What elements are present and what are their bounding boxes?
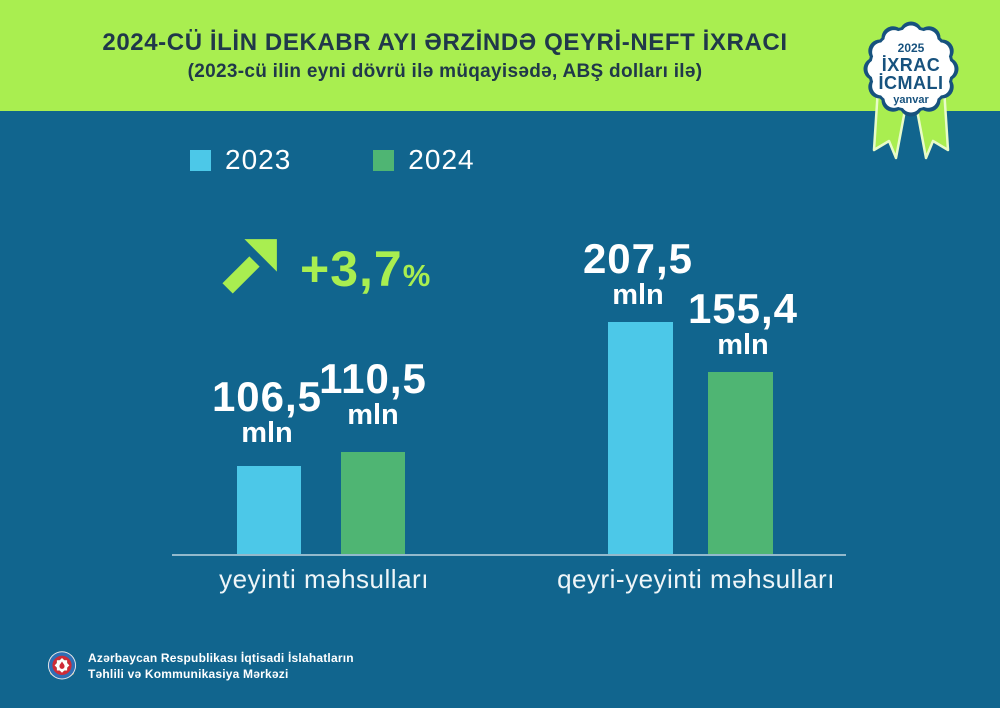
footer-brand: Azərbaycan Respublikası İqtisadi İslahat…	[46, 650, 354, 682]
value-label-nonfood-2024: 155,4 mln	[663, 288, 823, 362]
value-unit: mln	[241, 417, 293, 449]
bar-nonfood-2024	[708, 372, 773, 554]
value-unit: mln	[717, 329, 769, 361]
legend-swatch-2024	[373, 149, 395, 171]
bar-food-2024	[341, 452, 405, 554]
value-unit: mln	[347, 399, 399, 431]
badge-year: 2025	[898, 41, 925, 55]
page-subtitle: (2023-cü ilin eyni dövrü ilə müqayisədə,…	[187, 61, 703, 82]
bar-food-2023	[237, 466, 301, 554]
legend-item-2024: 2024	[373, 144, 474, 176]
header-band: 2024-CÜ İLİN DEKABR AYI ƏRZİNDƏ QEYRİ-NE…	[0, 0, 1000, 111]
value-label-nonfood-2023: 207,5 mln	[558, 238, 718, 312]
export-review-badge: 2025 İXRAC İCMALI yanvar	[848, 2, 974, 162]
growth-percent-sign: %	[402, 258, 431, 293]
category-label-nonfood: qeyri-yeyinti məhsulları	[557, 564, 835, 594]
footer-org-line2: Təhlili və Kommunikasiya Mərkəzi	[88, 667, 289, 682]
value-unit: mln	[612, 279, 664, 311]
footer-org-line1: Azərbaycan Respublikası İqtisadi İslahat…	[88, 651, 354, 665]
growth-text: +3,7%	[300, 244, 430, 294]
up-right-arrow-icon	[222, 239, 277, 294]
value-number: 106,5	[211, 373, 323, 420]
growth-annotation: +3,7%	[222, 238, 430, 294]
value-number: 207,5	[582, 235, 694, 282]
azerbaijan-emblem-icon	[47, 651, 77, 680]
legend-swatch-2023	[190, 149, 211, 171]
footer-org-name: Azərbaycan Respublikası İqtisadi İslahat…	[88, 650, 354, 682]
legend: 2023 2024	[190, 144, 475, 176]
value-label-food-2024: 110,5 mln	[293, 358, 453, 432]
growth-value: +3,7	[300, 241, 403, 297]
badge-rosette-icon: 2025 İXRAC İCMALI yanvar	[863, 21, 959, 160]
badge-title-line1: İXRAC	[882, 55, 941, 75]
page-title: 2024-CÜ İLİN DEKABR AYI ƏRZİNDƏ QEYRİ-NE…	[102, 29, 788, 56]
legend-label-2023: 2023	[225, 144, 292, 175]
badge-title-line2: İCMALI	[879, 73, 944, 93]
value-number: 155,4	[687, 285, 799, 332]
badge-month: yanvar	[893, 94, 929, 106]
legend-label-2024: 2024	[408, 144, 475, 175]
bar-nonfood-2023	[608, 322, 673, 554]
legend-item-2023: 2023	[190, 144, 291, 176]
x-axis-baseline	[172, 554, 846, 556]
value-number: 110,5	[319, 355, 427, 402]
category-label-food: yeyinti məhsulları	[219, 564, 429, 594]
value-label-food-2023: 106,5 mln	[187, 376, 347, 450]
